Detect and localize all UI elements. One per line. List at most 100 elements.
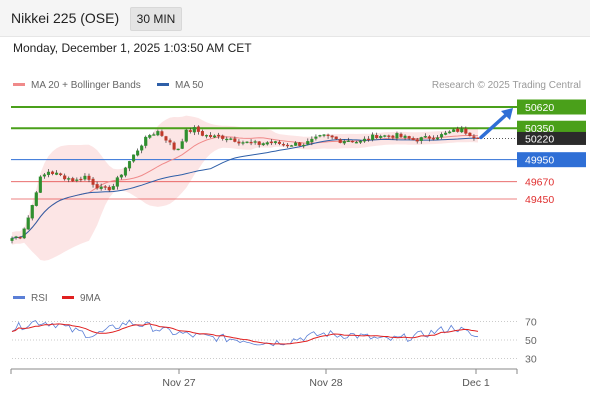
candle-body [399,133,403,138]
candle [91,177,95,188]
candle-body [107,186,111,191]
candle-body [99,186,103,189]
candle-body [38,176,42,193]
candle [79,176,83,182]
candle [253,139,257,145]
candle [95,181,99,190]
candle [233,136,237,143]
candle-body [358,140,363,143]
candle-body [456,128,460,132]
candle [87,173,91,183]
candle [375,132,379,140]
candle-body [136,150,140,156]
candle-body [354,142,358,144]
candle [42,172,46,179]
candle [132,154,136,163]
candle [452,128,456,133]
candle [456,126,460,133]
candle [22,227,26,240]
candle-body [371,134,375,140]
candle-body [30,205,34,219]
candle [460,125,464,134]
candle-body [379,136,383,138]
candle [435,135,440,140]
level-tag-50620 [517,99,586,115]
candle-body [285,144,290,147]
candle-body [55,172,59,175]
candle-body [375,135,379,139]
candle [34,191,38,207]
rsi-panel: 70 50 30 [11,317,537,366]
legend-bollinger: MA 20 + Bollinger Bands [13,80,141,91]
candlesticks [10,125,480,244]
candle [427,135,431,142]
candle-body [95,184,99,189]
candle-body [326,134,330,137]
candle-body [148,135,152,138]
candle-body [14,236,18,238]
rsi-tick-30: 30 [525,354,537,366]
rsi-line [11,319,479,347]
candle-body [26,217,30,230]
candle-body [350,140,354,143]
candle-body [176,148,180,151]
candle-body [22,228,26,239]
candle-body [448,131,452,134]
candle [107,185,111,192]
candle [342,139,346,146]
time-axis-label-0: Nov 27 [162,377,195,389]
candle-body [87,175,91,180]
legend-9ma: 9MA [62,293,101,304]
level-value-50620: 50620 [525,102,554,114]
legend-9ma-label: 9MA [80,293,101,304]
candle [164,135,168,143]
candle-body [18,237,22,239]
last-price-tag [517,131,586,145]
candle [302,143,306,149]
candle-body [387,135,391,137]
candle [30,204,34,221]
candle [439,132,444,140]
candle [180,138,184,150]
candle-body [257,141,261,145]
candle [172,141,176,151]
candle [448,130,452,134]
candle [63,173,67,181]
candle-body [273,141,277,144]
candle-body [261,143,265,146]
candle-body [63,175,67,180]
timeframe-button[interactable]: 30 MIN [130,7,182,31]
candle [213,134,217,138]
forecast-arrow-shaft [479,112,509,140]
candle-body [204,135,209,137]
candle [221,134,225,141]
candle-body [419,137,423,141]
candle-body [221,135,225,139]
candle [38,175,42,193]
candle [10,236,14,244]
candle-body [452,129,456,132]
level-value-49450: 49450 [525,194,554,206]
9ma-swatch [62,295,74,299]
candle-body [192,127,196,133]
candle-body [83,175,87,180]
candle-body [395,133,399,139]
candle [200,129,205,137]
candle-body [71,178,75,182]
candle [67,176,71,183]
candle [148,133,152,140]
candle-body [164,136,168,141]
candle [330,134,334,140]
candle-body [119,174,123,178]
ma50-line [11,137,478,239]
candle [99,183,103,191]
candle [281,142,286,147]
candle-body [383,135,387,137]
candle-body [184,129,188,142]
candle [140,144,144,154]
candle-body [314,136,318,139]
candle-body [127,161,132,169]
candle [371,132,375,142]
